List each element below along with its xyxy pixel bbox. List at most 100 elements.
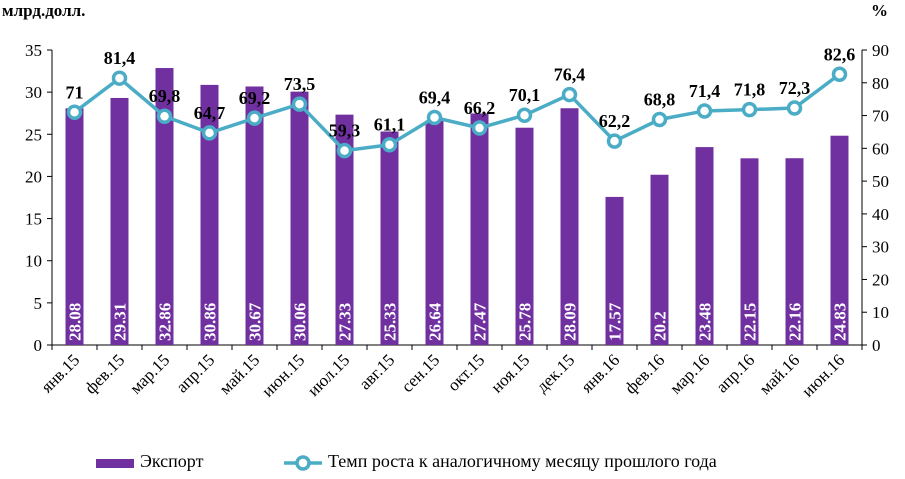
line-value-label: 72,3 xyxy=(779,78,811,98)
bar xyxy=(200,84,219,345)
bar xyxy=(380,131,399,345)
line-point xyxy=(201,125,218,141)
bar-value-label: 30.06 xyxy=(291,303,310,341)
bar xyxy=(740,158,759,345)
line-point xyxy=(156,108,173,124)
bar xyxy=(650,174,669,345)
line-point xyxy=(561,86,578,103)
line-point xyxy=(516,107,533,123)
bar xyxy=(110,97,129,345)
category-label: ноя.15 xyxy=(487,350,533,396)
line-value-label: 66,2 xyxy=(464,98,496,118)
bar-value-label: 29.31 xyxy=(111,303,130,341)
line-point xyxy=(606,133,623,149)
right-tick-label: 10 xyxy=(872,303,889,322)
left-tick-label: 25 xyxy=(25,125,42,144)
line-point xyxy=(291,96,308,112)
line-value-label: 69,2 xyxy=(239,88,271,108)
category-label: фев.16 xyxy=(621,350,668,397)
bar xyxy=(335,114,354,345)
line-point xyxy=(381,136,398,153)
bar-value-label: 28.09 xyxy=(561,303,580,341)
right-tick-label: 70 xyxy=(872,107,889,126)
category-label: окт.15 xyxy=(444,350,489,395)
line-value-label: 71,4 xyxy=(689,81,721,101)
bar-value-label: 28.08 xyxy=(66,303,85,341)
line-value-label: 68,8 xyxy=(644,89,676,109)
bar-value-label: 30.86 xyxy=(201,303,220,341)
bar xyxy=(830,135,849,345)
category-label: мар.16 xyxy=(666,350,713,397)
legend-swatch-growth-marker xyxy=(295,455,311,471)
bar xyxy=(605,196,624,345)
category-label: сен.15 xyxy=(398,350,444,396)
right-tick-label: 80 xyxy=(872,74,889,93)
line-value-label: 76,4 xyxy=(554,65,586,85)
category-label: апр.16 xyxy=(712,350,758,396)
bar-value-label: 25.33 xyxy=(381,303,400,341)
category-labels: янв.15фев.15мар.15апр.15май.15июн.15июл.… xyxy=(37,350,848,400)
line-value-labels: 71 81,4 69,8 64,7 69,2 73,5 59,3 61,1 69,4 66,2 70… xyxy=(66,44,856,140)
bar xyxy=(65,108,84,345)
line-value-label: 82,6 xyxy=(824,44,856,64)
line-point xyxy=(831,66,848,83)
line-value-label: 69,4 xyxy=(419,88,451,108)
left-tick-label: 0 xyxy=(34,336,43,355)
bar xyxy=(560,108,579,346)
bar xyxy=(425,120,444,345)
line-value-label: 59,3 xyxy=(329,121,361,141)
category-label: май.15 xyxy=(216,350,264,398)
right-tick-label: 30 xyxy=(872,238,889,257)
bar xyxy=(695,147,714,345)
growth-line xyxy=(73,72,841,153)
bar-value-label: 24.83 xyxy=(831,303,850,341)
category-label: янв.16 xyxy=(577,350,623,396)
left-tick-label: 20 xyxy=(25,167,42,186)
line-point xyxy=(426,109,443,126)
category-label: янв.15 xyxy=(37,350,83,396)
category-label: мар.15 xyxy=(126,350,173,397)
bar-value-label: 27.47 xyxy=(471,302,490,341)
right-tick-label: 20 xyxy=(872,270,889,289)
category-label: авг.15 xyxy=(355,350,398,393)
axes: 0 5 10 15 20 25 30 35 0 10 20 30 40 50 60 70 80 90 xyxy=(25,41,889,355)
category-label: апр.15 xyxy=(172,350,218,396)
line-point xyxy=(246,110,263,126)
bar-value-label: 25.78 xyxy=(516,303,535,341)
category-label: фев.15 xyxy=(81,350,128,397)
line-value-label: 64,7 xyxy=(194,103,226,123)
left-tick-label: 30 xyxy=(25,83,42,102)
right-axis-unit: % xyxy=(871,1,888,20)
bar xyxy=(515,127,534,345)
bar xyxy=(470,113,489,346)
bar xyxy=(290,91,309,345)
line-value-label: 70,1 xyxy=(509,85,541,105)
bar-value-labels: 28.08 29.31 32.86 30.86 30.67 30.06 27.33 25.33… xyxy=(66,302,850,341)
line-value-label: 73,5 xyxy=(284,74,316,94)
bar-value-label: 22.16 xyxy=(786,303,805,341)
line-point xyxy=(786,100,803,116)
line-point xyxy=(696,103,713,119)
bar-value-label: 26.64 xyxy=(426,302,445,341)
category-label: май.16 xyxy=(756,350,804,398)
line-series-growth xyxy=(66,66,848,159)
bar-series-export xyxy=(65,68,849,346)
right-tick-label: 60 xyxy=(872,139,889,158)
right-tick-label: 0 xyxy=(872,336,881,355)
bar-value-label: 27.33 xyxy=(336,303,355,341)
left-tick-label: 35 xyxy=(25,41,42,60)
bar-value-label: 22.15 xyxy=(741,303,760,341)
line-point xyxy=(471,120,488,136)
line-value-label: 81,4 xyxy=(104,48,136,68)
line-point xyxy=(741,101,758,118)
line-value-label: 71,8 xyxy=(734,80,766,100)
right-tick-label: 50 xyxy=(872,172,889,191)
left-tick-label: 15 xyxy=(25,210,42,229)
category-label: июл.15 xyxy=(304,350,354,400)
bar-value-label: 17.57 xyxy=(606,302,625,341)
line-point xyxy=(111,70,128,86)
bar-value-label: 30.67 xyxy=(246,302,265,341)
line-value-label: 69,8 xyxy=(149,86,181,106)
line-point xyxy=(336,142,353,159)
legend: Экспорт Темп роста к аналогичному месяцу … xyxy=(96,451,717,471)
